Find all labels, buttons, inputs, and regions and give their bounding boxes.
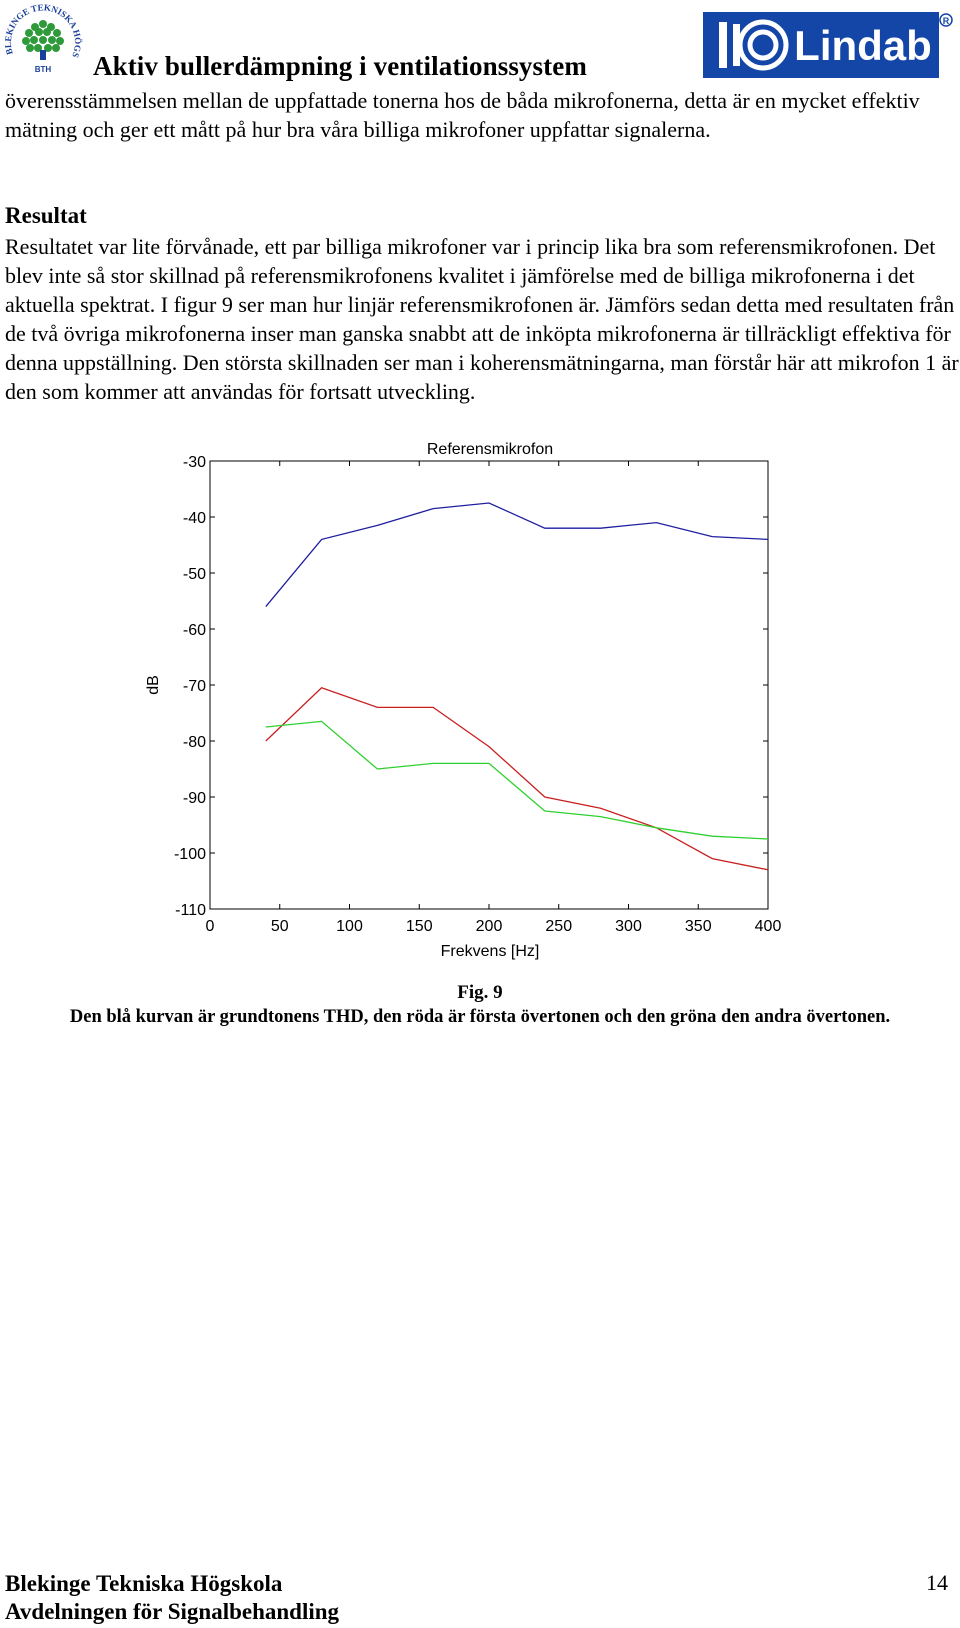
x-tick-label: 350 xyxy=(685,918,712,935)
x-tick-label: 100 xyxy=(336,918,363,935)
svg-text:R: R xyxy=(943,16,950,26)
series-line-3 xyxy=(265,720,769,840)
y-tick-label: -70 xyxy=(183,678,206,695)
x-tick-label: 150 xyxy=(406,918,433,935)
y-tick-label: -100 xyxy=(174,846,206,863)
y-tick-label: -30 xyxy=(183,454,206,471)
y-tick-label: -110 xyxy=(175,902,206,919)
bth-university-logo: BLEKINGE TEKNISKA HÖGSKOLA BTH xyxy=(0,0,84,82)
section-heading: Resultat xyxy=(5,203,87,228)
figure-label: Fig. 9 xyxy=(457,982,503,1003)
chart-title: Referensmikrofon xyxy=(427,441,553,458)
figure-caption: Den blå kurvan är grundtonens THD, den r… xyxy=(69,1007,891,1027)
y-tick-label: -40 xyxy=(183,510,206,527)
y-tick-label: -80 xyxy=(183,734,206,751)
y-tick-label: -90 xyxy=(183,790,206,807)
x-tick-label: 50 xyxy=(271,918,289,935)
frequency-response-chart: Referensmikrofon -30 -40 -50 -60 -70 -80 -90 -10… xyxy=(118,440,843,980)
svg-text:BTH: BTH xyxy=(35,65,52,74)
x-tick-label: 200 xyxy=(476,918,503,935)
svg-text:Lindab: Lindab xyxy=(794,22,932,69)
series-line-1 xyxy=(265,502,769,608)
y-tick-label: -60 xyxy=(183,622,206,639)
y-axis-label: dB xyxy=(145,675,162,695)
document-title: Aktiv bullerdämpning i ventilationssyste… xyxy=(93,51,587,81)
footer-institution: Blekinge Tekniska Högskola xyxy=(5,1571,283,1596)
intro-paragraph: överensstämmelsen mellan de uppfattade t… xyxy=(5,88,920,142)
series-line-2 xyxy=(265,687,769,871)
results-paragraph: Resultatet var lite förvånade, ett par b… xyxy=(5,234,959,404)
x-tick-label: 400 xyxy=(755,918,782,935)
x-axis-label: Frekvens [Hz] xyxy=(441,943,540,960)
plot-area xyxy=(209,460,769,910)
x-tick-label: 0 xyxy=(206,918,215,935)
footer-department: Avdelningen för Signalbehandling xyxy=(5,1599,340,1624)
page-number: 14 xyxy=(926,1570,948,1595)
x-tick-label: 250 xyxy=(545,918,572,935)
lindab-company-logo: Lindab R xyxy=(703,10,953,80)
x-tick-label: 300 xyxy=(615,918,642,935)
y-tick-label: -50 xyxy=(183,566,206,583)
